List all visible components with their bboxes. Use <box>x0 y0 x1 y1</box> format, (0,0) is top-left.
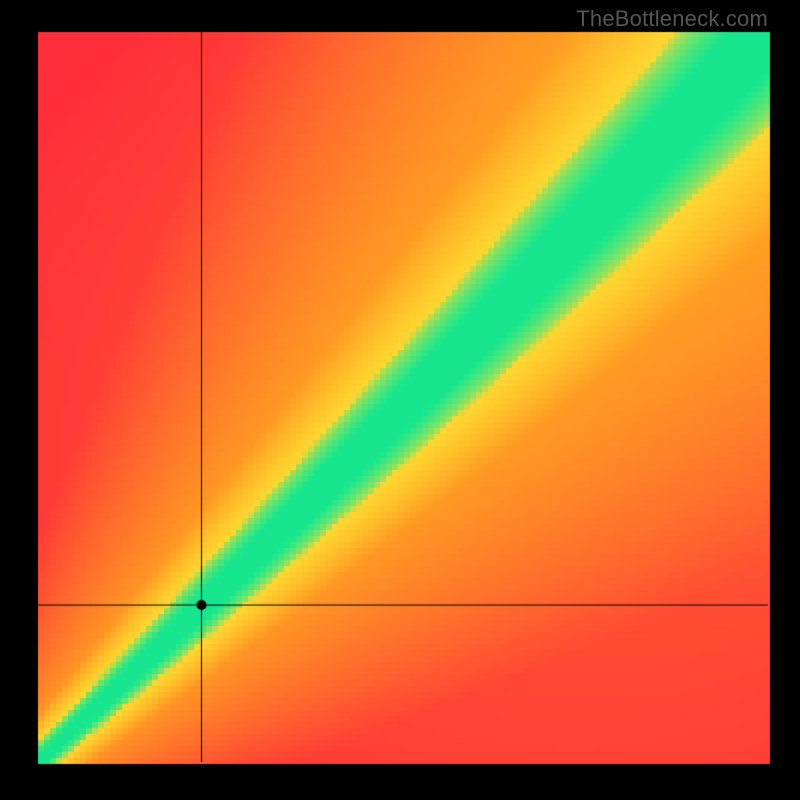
chart-container: { "watermark": "TheBottleneck.com", "hea… <box>0 0 800 800</box>
watermark-text: TheBottleneck.com <box>576 6 768 32</box>
bottleneck-heatmap <box>0 0 800 800</box>
